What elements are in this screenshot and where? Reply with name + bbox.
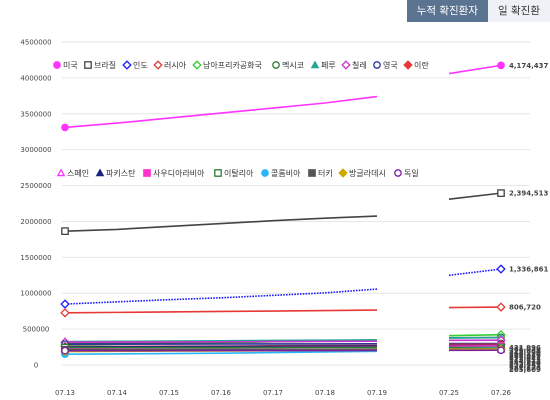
data-marker bbox=[497, 61, 505, 70]
x-tick-label: 07.26 bbox=[491, 389, 512, 397]
legend-entry: 영국 bbox=[383, 60, 398, 70]
data-marker bbox=[95, 168, 105, 177]
data-label: 421,996 bbox=[509, 344, 541, 352]
series-line bbox=[64, 309, 378, 314]
data-marker bbox=[338, 168, 348, 178]
data-label: 299,426 bbox=[509, 351, 541, 359]
data-label: 2,394,513 bbox=[509, 190, 549, 198]
data-label: 806,720 bbox=[509, 304, 541, 312]
x-tick-label: 07.15 bbox=[159, 389, 179, 397]
data-label: 385,036 bbox=[509, 346, 541, 354]
x-tick-label: 07.18 bbox=[315, 389, 335, 397]
data-label: 221,178 bbox=[509, 364, 541, 372]
data-marker bbox=[272, 61, 280, 69]
legend-entry: 이탈리아 bbox=[224, 168, 254, 178]
legend-entry: 칠레 bbox=[352, 61, 367, 70]
legend-entry: 스페인 bbox=[67, 168, 89, 178]
y-tick-label: 0 bbox=[34, 362, 38, 370]
data-marker bbox=[61, 346, 69, 355]
legend-entry: 멕시코 bbox=[282, 60, 304, 70]
y-tick-label: 4000000 bbox=[20, 74, 51, 82]
data-label: 4,174,437 bbox=[509, 62, 549, 70]
data-label: 345,790 bbox=[509, 349, 541, 357]
data-marker bbox=[61, 227, 69, 236]
y-tick-label: 2500000 bbox=[20, 182, 51, 190]
tab-cumulative-cases[interactable]: 누적 확진환자 bbox=[406, 0, 489, 22]
y-tick-label: 1000000 bbox=[20, 290, 51, 298]
y-tick-label: 1500000 bbox=[20, 254, 51, 262]
series-line bbox=[64, 215, 378, 232]
x-tick-label: 07.17 bbox=[263, 389, 283, 397]
legend-entry: 페루 bbox=[321, 60, 336, 70]
series-line bbox=[64, 95, 378, 129]
series-line bbox=[448, 192, 502, 200]
legend-entry: 인도 bbox=[133, 60, 148, 70]
series-line bbox=[64, 288, 378, 305]
legend-entry: 남아프리카공화국 bbox=[203, 60, 262, 70]
data-marker bbox=[53, 61, 61, 69]
x-tick-label: 07.25 bbox=[439, 389, 459, 397]
legend-entry: 브라질 bbox=[94, 61, 116, 70]
data-marker bbox=[496, 302, 506, 312]
legend-entry: 방글라데시 bbox=[349, 168, 386, 178]
data-label: 264,973 bbox=[509, 358, 541, 366]
data-marker bbox=[153, 60, 163, 70]
legend-entry: 사우디아라비아 bbox=[153, 168, 205, 178]
legend-entry: 독일 bbox=[404, 169, 419, 178]
y-tick-label: 500000 bbox=[23, 326, 50, 334]
data-marker bbox=[143, 169, 151, 177]
x-tick-label: 07.19 bbox=[367, 389, 387, 397]
legend-entry: 파키스탄 bbox=[106, 168, 136, 178]
legend-entry: 미국 bbox=[63, 61, 78, 70]
series-line bbox=[448, 268, 502, 277]
data-label: 1,336,861 bbox=[509, 266, 549, 274]
tab-daily-cases[interactable]: 일 확진환 bbox=[488, 0, 550, 22]
data-marker bbox=[84, 61, 92, 69]
data-label: 205,609 bbox=[509, 366, 541, 374]
data-marker bbox=[308, 169, 316, 177]
series-line bbox=[64, 350, 378, 356]
y-tick-label: 3500000 bbox=[20, 110, 51, 118]
data-marker bbox=[214, 169, 222, 177]
data-marker bbox=[56, 168, 66, 177]
data-marker bbox=[61, 123, 69, 132]
data-label: 272,421 bbox=[509, 354, 541, 362]
legend-entry: 이란 bbox=[414, 60, 429, 70]
x-tick-label: 07.13 bbox=[55, 389, 75, 397]
data-marker bbox=[261, 169, 269, 177]
series-line bbox=[64, 340, 378, 343]
data-label: 288,839 bbox=[509, 353, 541, 361]
legend-entry: 러시아 bbox=[164, 60, 187, 70]
legend-entry: 콜롬비아 bbox=[271, 168, 301, 178]
data-label: 224,252 bbox=[509, 363, 541, 371]
data-marker bbox=[341, 60, 351, 70]
data-label: 379,884 bbox=[509, 347, 541, 355]
series-line bbox=[448, 333, 502, 337]
data-marker bbox=[373, 61, 381, 69]
data-marker bbox=[496, 264, 506, 274]
data-marker bbox=[122, 60, 132, 70]
x-tick-label: 07.16 bbox=[211, 389, 232, 397]
data-marker bbox=[60, 299, 70, 309]
data-marker bbox=[310, 60, 320, 69]
data-marker bbox=[403, 60, 413, 70]
data-label: 245,590 bbox=[509, 359, 541, 367]
x-tick-label: 07.14 bbox=[107, 389, 128, 397]
data-label: 273,113 bbox=[509, 356, 541, 364]
data-marker bbox=[192, 60, 202, 70]
y-tick-label: 4500000 bbox=[20, 39, 51, 47]
y-tick-label: 3000000 bbox=[20, 146, 51, 154]
y-tick-label: 2000000 bbox=[20, 218, 51, 226]
data-marker bbox=[394, 169, 402, 177]
legend-entry: 터키 bbox=[318, 169, 333, 178]
data-marker bbox=[60, 308, 70, 318]
data-marker bbox=[497, 189, 505, 197]
tab-bar: 누적 확진환자 일 확진환 bbox=[406, 0, 550, 22]
data-marker bbox=[497, 346, 505, 355]
data-label: 233,541 bbox=[509, 361, 541, 369]
series-line bbox=[448, 64, 502, 75]
